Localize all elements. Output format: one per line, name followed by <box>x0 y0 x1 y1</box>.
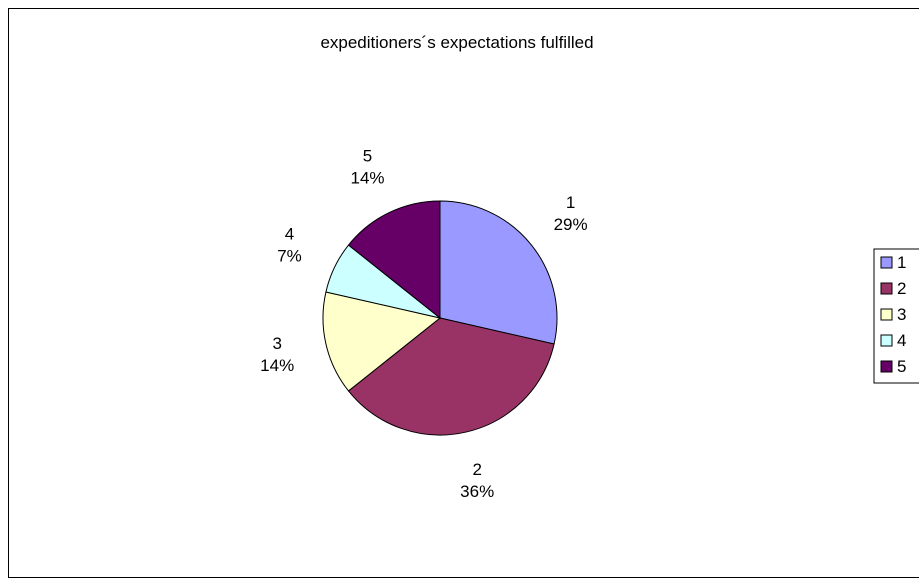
legend-entry-4: 4 <box>880 331 906 350</box>
data-label-category: 2 <box>472 460 481 479</box>
legend-label: 4 <box>897 331 906 350</box>
data-label-category: 1 <box>566 193 575 212</box>
pie-slice-2 <box>347 317 555 436</box>
legend-entry-3: 3 <box>880 305 906 324</box>
chart-title: expeditioners´s expectations fulfilled <box>320 33 593 52</box>
pie-slice-3 <box>322 291 442 392</box>
data-label-1: 129% <box>554 193 588 234</box>
legend-label: 2 <box>897 279 906 298</box>
legend-swatch <box>880 360 893 373</box>
legend-entry-5: 5 <box>880 357 906 376</box>
pie-slice-1 <box>439 200 558 345</box>
legend-label: 3 <box>897 305 906 324</box>
legend-label: 5 <box>897 357 906 376</box>
data-label-2: 236% <box>460 460 494 501</box>
pie-slices <box>322 200 558 436</box>
data-label-percent: 36% <box>460 482 494 501</box>
data-labels: 129%236%314%47%514% <box>260 147 587 501</box>
legend-swatch <box>880 334 893 347</box>
data-label-percent: 29% <box>554 215 588 234</box>
pie-chart: expeditioners´s expectations fulfilled 1… <box>260 33 919 501</box>
data-label-3: 314% <box>260 334 294 375</box>
data-label-4: 47% <box>277 225 302 266</box>
legend-swatch <box>880 308 893 321</box>
data-label-category: 5 <box>363 147 372 166</box>
data-label-category: 3 <box>272 334 281 353</box>
legend-label: 1 <box>897 253 906 272</box>
legend-swatch <box>880 256 893 269</box>
data-label-percent: 14% <box>350 169 384 188</box>
legend: 1 2 3 4 5 <box>873 248 919 384</box>
data-label-percent: 7% <box>277 247 302 266</box>
data-label-percent: 14% <box>260 356 294 375</box>
legend-entry-1: 1 <box>880 253 906 272</box>
legend-entry-2: 2 <box>880 279 906 298</box>
pie-slice-5 <box>347 200 441 320</box>
data-label-category: 4 <box>285 225 294 244</box>
data-label-5: 514% <box>350 147 384 188</box>
legend-swatch <box>880 282 893 295</box>
